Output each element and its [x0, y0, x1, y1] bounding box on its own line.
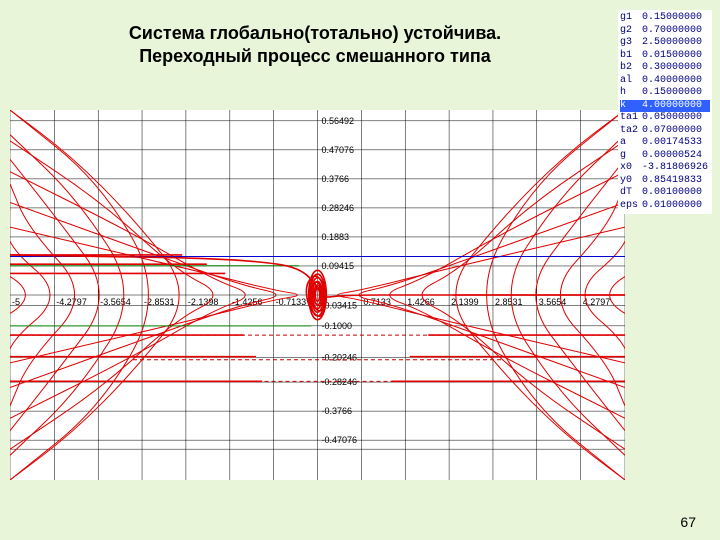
param-row-b1: b10.01500000 — [620, 50, 710, 63]
param-row-x0: x0-3.81806926 — [620, 162, 710, 175]
svg-text:0.1883: 0.1883 — [322, 232, 350, 242]
title-line-2: Переходный процесс смешанного типа — [139, 46, 491, 66]
param-value: 0.07000000 — [642, 125, 702, 136]
svg-text:-0.03415: -0.03415 — [322, 301, 358, 311]
svg-text:2.8531: 2.8531 — [495, 297, 523, 307]
phase-portrait-chart: -5-4.2797-3.5654-2.8531-2.1398-1.4256-0.… — [10, 110, 625, 480]
param-row-dT: dT0.00100000 — [620, 187, 710, 200]
param-name: dT — [620, 187, 642, 200]
slide-title: Система глобально(тотально) устойчива. П… — [0, 22, 630, 69]
param-value: 0.01000000 — [642, 200, 702, 211]
svg-text:-0.47076: -0.47076 — [322, 435, 358, 445]
svg-text:-4.2797: -4.2797 — [56, 297, 87, 307]
svg-text:-0.7133: -0.7133 — [276, 297, 307, 307]
param-row-b2: b20.30000000 — [620, 62, 710, 75]
svg-text:-0.1000: -0.1000 — [322, 321, 353, 331]
svg-text:0.56492: 0.56492 — [322, 116, 355, 126]
parameter-panel: g10.15000000g20.70000000g32.50000000b10.… — [618, 10, 712, 214]
svg-text:0.3766: 0.3766 — [322, 174, 350, 184]
svg-text:-5: -5 — [12, 297, 20, 307]
param-value: 0.00100000 — [642, 187, 702, 198]
param-name: g1 — [620, 12, 642, 25]
param-row-g3: g32.50000000 — [620, 37, 710, 50]
param-value: 0.00174533 — [642, 137, 702, 148]
param-name: y0 — [620, 175, 642, 188]
param-row-k: k4.00000000 — [620, 100, 710, 113]
param-value: 4.00000000 — [642, 100, 702, 111]
param-value: 0.15000000 — [642, 12, 702, 23]
param-row-g2: g20.70000000 — [620, 25, 710, 38]
param-row-g1: g10.15000000 — [620, 12, 710, 25]
page-number: 67 — [680, 514, 696, 530]
param-value: 0.01500000 — [642, 50, 702, 61]
param-row-y0: y00.85419833 — [620, 175, 710, 188]
param-row-ta2: ta20.07000000 — [620, 125, 710, 138]
param-name: b2 — [620, 62, 642, 75]
svg-text:2.1399: 2.1399 — [451, 297, 479, 307]
svg-text:-0.3766: -0.3766 — [322, 406, 353, 416]
param-row-al: al0.40000000 — [620, 75, 710, 88]
param-row-h: h0.15000000 — [620, 87, 710, 100]
param-value: -3.81806926 — [642, 162, 708, 173]
param-value: 0.85419833 — [642, 175, 702, 186]
param-row-g: g0.00000524 — [620, 150, 710, 163]
param-name: ta2 — [620, 125, 642, 138]
param-row-ta1: ta10.05000000 — [620, 112, 710, 125]
param-value: 0.05000000 — [642, 112, 702, 123]
param-name: x0 — [620, 162, 642, 175]
param-value: 0.30000000 — [642, 62, 702, 73]
param-name: h — [620, 87, 642, 100]
param-value: 0.40000000 — [642, 75, 702, 86]
param-name: eps — [620, 200, 642, 213]
param-name: ta1 — [620, 112, 642, 125]
param-name: al — [620, 75, 642, 88]
svg-text:0.09415: 0.09415 — [322, 261, 355, 271]
param-name: b1 — [620, 50, 642, 63]
svg-text:-0.28246: -0.28246 — [322, 377, 358, 387]
title-line-1: Система глобально(тотально) устойчива. — [129, 23, 501, 43]
param-row-eps: eps0.01000000 — [620, 200, 710, 213]
param-value: 0.70000000 — [642, 25, 702, 36]
param-row-a: a0.00174533 — [620, 137, 710, 150]
svg-text:-0.20246: -0.20246 — [322, 352, 358, 362]
chart-svg: -5-4.2797-3.5654-2.8531-2.1398-1.4256-0.… — [10, 110, 625, 480]
param-value: 0.00000524 — [642, 150, 702, 161]
param-name: g3 — [620, 37, 642, 50]
param-name: g — [620, 150, 642, 163]
param-value: 2.50000000 — [642, 37, 702, 48]
param-name: k — [620, 100, 642, 113]
svg-text:0.28246: 0.28246 — [322, 203, 355, 213]
svg-text:4.2797: 4.2797 — [583, 297, 611, 307]
param-name: a — [620, 137, 642, 150]
param-value: 0.15000000 — [642, 87, 702, 98]
svg-text:-3.5654: -3.5654 — [100, 297, 131, 307]
param-name: g2 — [620, 25, 642, 38]
svg-text:0.47076: 0.47076 — [322, 145, 355, 155]
